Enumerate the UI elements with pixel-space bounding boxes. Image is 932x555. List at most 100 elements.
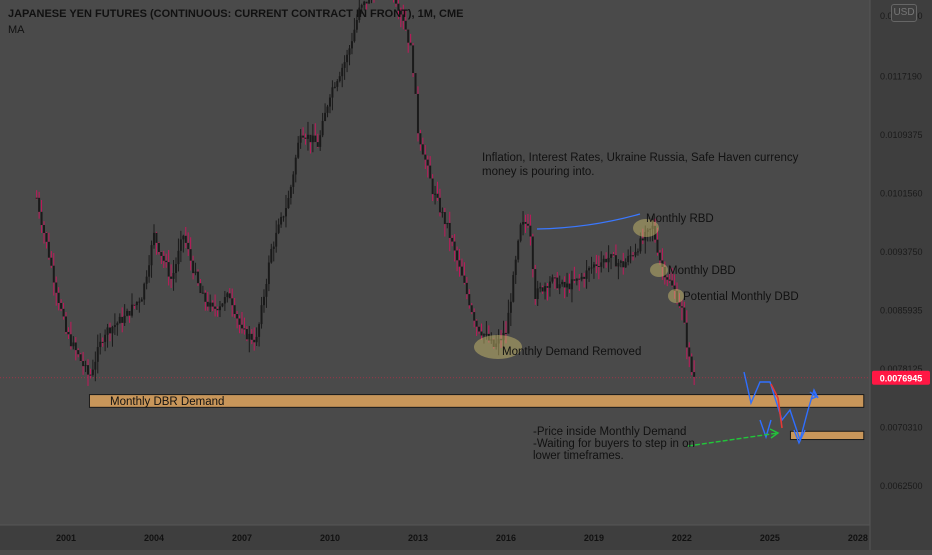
candle-body [35,197,38,199]
candle-body [91,369,94,375]
candle-body [145,276,148,284]
candle-body [50,257,53,266]
annotation-dbr-demand: Monthly DBR Demand [110,396,224,408]
candle-body [514,259,517,276]
candle-body [77,350,80,355]
candle-body [404,20,407,30]
y-tick-label: 0.0109375 [880,130,923,140]
currency-button[interactable]: USD [891,4,917,22]
candle-body [480,331,483,336]
candle-body [575,278,578,281]
candle-body [502,332,505,341]
candle-body [113,325,116,328]
candle-body [580,276,583,280]
candle-body [419,133,422,145]
candle-body [69,334,72,347]
candle-body [240,324,243,329]
candle-body [57,292,60,303]
arrow-head [793,429,806,445]
candle-body [223,297,226,304]
candle-body [47,241,50,258]
last-price-tag [872,370,930,385]
candle-body [654,225,657,240]
candle-body [644,231,647,241]
y-tick-label: 0.0062500 [880,481,923,491]
candle-body [588,268,591,271]
candle-body [509,301,512,313]
candle-body [546,286,549,288]
green-arrow [687,432,779,447]
candle-body [524,221,527,224]
candle-body [680,306,683,308]
candle-body [253,339,256,343]
candle-body [526,223,529,226]
candle-body [182,235,185,240]
candle-body [277,224,280,233]
candle-body [170,276,173,279]
highlight-ellipse [650,263,668,277]
candle-body [319,135,322,147]
candle-body [160,252,163,256]
y-tick-label: 0.0070310 [880,422,923,432]
annotations: Inflation, Interest Rates, Ukraine Russi… [110,152,799,462]
candle-body [184,235,187,243]
candle-body [465,282,468,295]
x-tick-label: 2025 [760,533,780,543]
candle-body [133,304,136,306]
candle-body [394,0,397,4]
candle-body [328,97,331,107]
candle-body [294,157,297,175]
candle-body [118,316,121,324]
candle-body [363,1,366,6]
candle-body [668,279,671,281]
candle-body [82,361,85,367]
candle-body [673,285,676,291]
candle-body [614,255,617,267]
candle-body [407,29,410,43]
candle-body [622,261,625,268]
candle-body [468,294,471,306]
candle-body [624,262,627,268]
candle-body [566,283,569,288]
y-tick-label: 0.0117190 [880,72,922,82]
annotation-note-bottom: -Price inside Monthly Demand [533,426,686,438]
candle-body [451,237,454,242]
candle-body [270,248,273,263]
candle-body [155,232,158,243]
y-tick-label: 0.0101560 [880,189,923,199]
arrow-head [759,419,772,440]
candle-body [497,338,500,344]
candle-body [649,228,652,230]
candle-body [267,262,270,285]
candle-body [434,193,437,195]
candle-body [250,333,253,340]
candle-body [399,10,402,15]
indicator-label-ma[interactable]: MA [8,24,25,36]
candle-body [221,303,224,307]
candle-body [358,7,361,20]
candle-body [365,1,368,4]
candle-body [258,324,261,337]
candle-body [685,322,688,348]
chart-title: JAPANESE YEN FUTURES (CONTINUOUS: CURREN… [8,8,464,20]
candle-body [536,288,539,300]
candle-body [67,331,70,335]
candle-body [233,305,236,315]
candle-body [72,342,75,347]
candle-body [458,260,461,267]
projection-path-red [770,383,783,429]
candle-body [135,302,138,306]
candle-body [556,277,559,289]
candle-body [280,216,283,225]
candle-body [40,211,43,226]
candle-body [441,212,444,214]
x-tick-label: 2016 [496,533,516,543]
candle-body [436,193,439,198]
candle-body [94,361,97,370]
candle-body [172,273,175,279]
candle-body [260,305,263,325]
candle-body [238,318,241,325]
